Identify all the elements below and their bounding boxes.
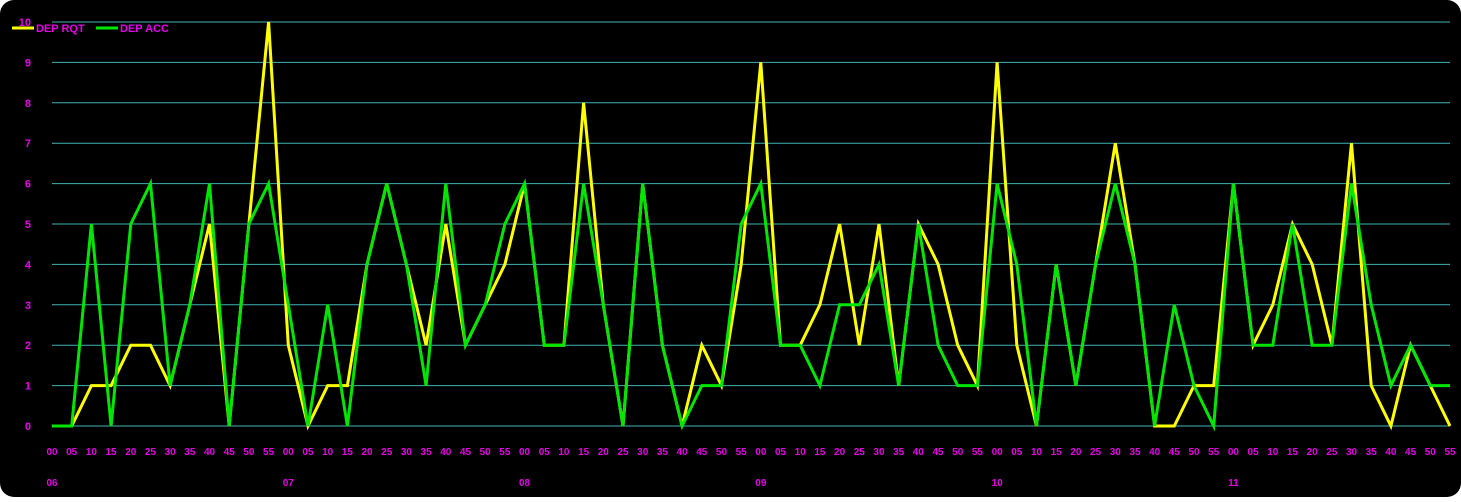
x-tick-label: 30 — [1110, 447, 1122, 458]
x-axis-ticks: 00 05 10 15 20 25 30 35 40 45 50 55 00 05 10 15 20 25 30 35… — [46, 447, 1456, 489]
x-tick-label: 35 — [421, 447, 433, 458]
x-tick-label: 05 — [1011, 447, 1023, 458]
y-tick-label: 8 — [25, 98, 31, 110]
x-tick-label: 20 — [1070, 447, 1082, 458]
x-tick-label: 20 — [125, 447, 137, 458]
x-tick-label: 35 — [1366, 447, 1378, 458]
x-tick-label: 25 — [145, 447, 157, 458]
x-tick-label: 15 — [814, 447, 826, 458]
y-tick-label: 6 — [25, 179, 31, 191]
x-tick-label: 45 — [1405, 447, 1417, 458]
x-tick-label: 20 — [361, 447, 373, 458]
x-tick-label: 35 — [657, 447, 669, 458]
x-tick-label: 25 — [854, 447, 866, 458]
x-tick-label: 35 — [893, 447, 905, 458]
x-tick-label: 55 — [1208, 447, 1220, 458]
x-tick-label: 00 — [755, 447, 767, 458]
x-tick-label: 00 — [1228, 447, 1240, 458]
x-tick-label: 30 — [401, 447, 413, 458]
x-hour-label: 09 — [755, 478, 767, 489]
series-line-dep-acc — [52, 178, 1450, 432]
y-tick-label: 3 — [25, 300, 31, 312]
x-tick-label: 45 — [460, 447, 472, 458]
x-tick-label: 10 — [1267, 447, 1279, 458]
x-tick-label: 05 — [302, 447, 314, 458]
x-hour-label: 08 — [519, 478, 531, 489]
x-tick-label: 50 — [1188, 447, 1200, 458]
x-tick-label: 20 — [834, 447, 846, 458]
x-tick-label: 30 — [1346, 447, 1358, 458]
y-tick-label: 5 — [25, 219, 31, 231]
x-tick-label: 40 — [1385, 447, 1397, 458]
x-tick-label: 15 — [578, 447, 590, 458]
x-tick-label: 50 — [952, 447, 964, 458]
x-tick-label: 15 — [342, 447, 354, 458]
y-tick-label: 7 — [25, 138, 31, 150]
x-tick-label: 40 — [204, 447, 216, 458]
x-tick-label: 00 — [992, 447, 1004, 458]
legend-label: DEP ACC — [120, 23, 169, 35]
x-tick-label: 55 — [263, 447, 275, 458]
x-tick-label: 20 — [598, 447, 610, 458]
x-tick-label: 05 — [539, 447, 551, 458]
x-tick-label: 00 — [46, 447, 58, 458]
x-tick-label: 05 — [775, 447, 787, 458]
x-tick-label: 45 — [1169, 447, 1181, 458]
x-tick-label: 10 — [86, 447, 98, 458]
x-tick-label: 00 — [283, 447, 295, 458]
y-tick-label: 1 — [25, 381, 31, 393]
x-tick-label: 45 — [932, 447, 944, 458]
x-tick-label: 15 — [106, 447, 118, 458]
x-tick-label: 50 — [716, 447, 728, 458]
x-tick-label: 55 — [736, 447, 748, 458]
x-tick-label: 40 — [440, 447, 452, 458]
x-tick-label: 50 — [1425, 447, 1437, 458]
x-tick-label: 40 — [677, 447, 689, 458]
x-tick-label: 25 — [617, 447, 629, 458]
y-tick-label: 2 — [25, 340, 31, 352]
x-tick-label: 30 — [165, 447, 177, 458]
x-tick-label: 55 — [499, 447, 511, 458]
x-tick-label: 05 — [66, 447, 78, 458]
x-tick-label: 20 — [1307, 447, 1319, 458]
x-tick-label: 25 — [1090, 447, 1102, 458]
x-tick-label: 00 — [519, 447, 531, 458]
x-tick-label: 10 — [1031, 447, 1043, 458]
y-tick-label: 0 — [25, 421, 31, 433]
x-tick-label: 55 — [1444, 447, 1456, 458]
x-tick-label: 30 — [637, 447, 649, 458]
x-tick-label: 35 — [184, 447, 196, 458]
x-tick-label: 15 — [1287, 447, 1299, 458]
y-tick-label: 10 — [19, 17, 31, 29]
x-tick-label: 45 — [224, 447, 236, 458]
x-tick-label: 10 — [322, 447, 334, 458]
x-hour-label: 11 — [1228, 478, 1239, 489]
x-tick-label: 15 — [1051, 447, 1063, 458]
y-axis-ticks: 0 1 2 3 4 5 6 7 8 9 10 — [19, 17, 32, 433]
series-lines — [52, 21, 1452, 432]
x-tick-label: 25 — [1326, 447, 1338, 458]
x-tick-label: 50 — [243, 447, 255, 458]
x-tick-label: 40 — [913, 447, 925, 458]
x-tick-label: 30 — [873, 447, 885, 458]
x-hour-label: 06 — [46, 478, 58, 489]
x-tick-label: 55 — [972, 447, 984, 458]
x-tick-label: 45 — [696, 447, 708, 458]
x-hour-label: 10 — [992, 478, 1004, 489]
legend: DEP RQT DEP ACC — [12, 23, 169, 35]
x-tick-label: 25 — [381, 447, 393, 458]
x-tick-label: 40 — [1149, 447, 1161, 458]
x-tick-label: 05 — [1248, 447, 1260, 458]
x-hour-label: 07 — [283, 478, 295, 489]
x-tick-label: 10 — [795, 447, 807, 458]
y-tick-label: 9 — [25, 57, 31, 69]
y-tick-label: 4 — [25, 259, 32, 271]
x-tick-label: 50 — [480, 447, 492, 458]
x-tick-label: 10 — [558, 447, 570, 458]
legend-label: DEP RQT — [36, 23, 85, 35]
x-tick-label: 35 — [1129, 447, 1141, 458]
